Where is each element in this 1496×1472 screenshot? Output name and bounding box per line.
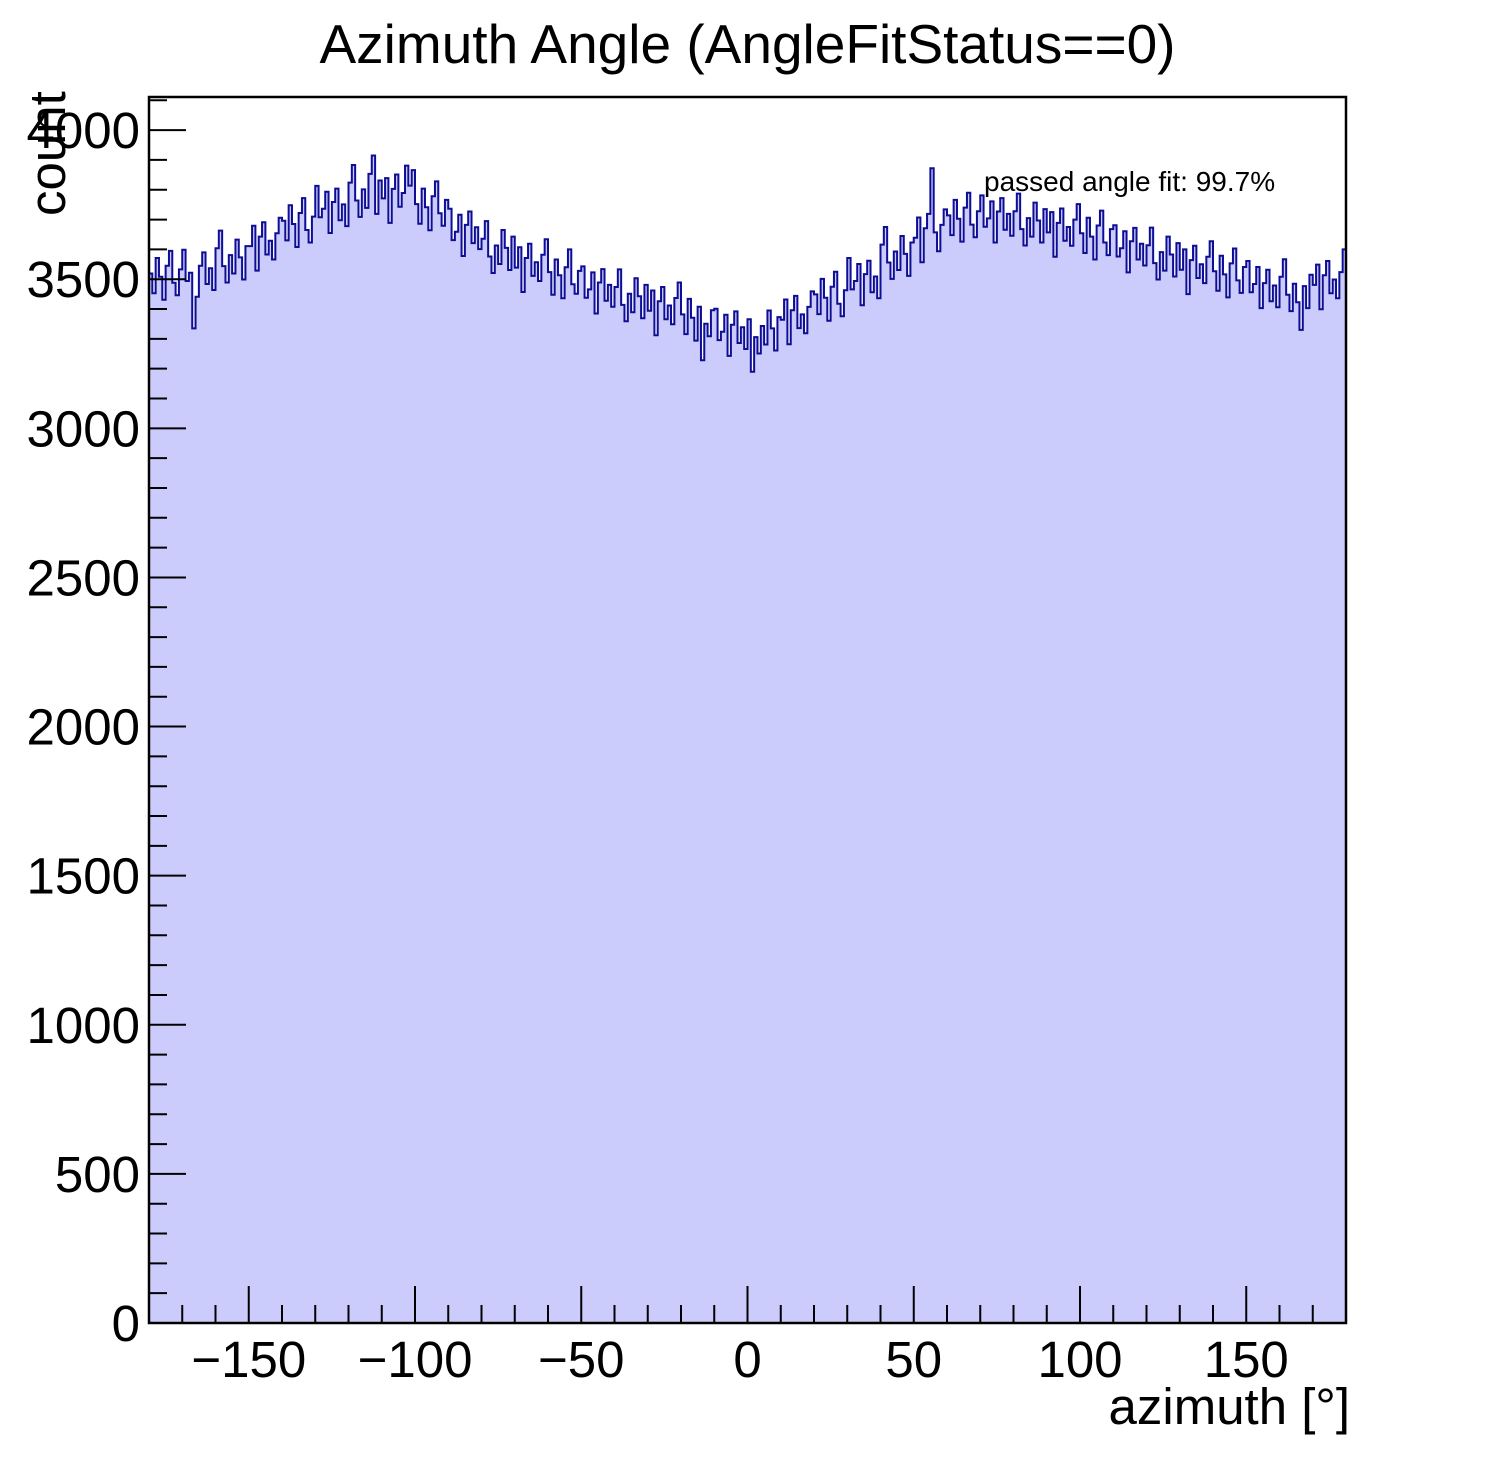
- y-tick-label: 2000: [27, 699, 140, 756]
- plot-frame: [147, 95, 1348, 1325]
- x-tick-label: 0: [733, 1331, 761, 1388]
- y-tick-label: 1000: [27, 997, 140, 1054]
- y-tick-label: 500: [55, 1146, 140, 1203]
- x-tick-label: 100: [1037, 1331, 1122, 1388]
- x-tick-label: −50: [538, 1331, 625, 1388]
- x-axis-title: azimuth [°]: [1108, 1378, 1350, 1435]
- y-tick-label: 1500: [27, 848, 140, 905]
- y-axis-title: count: [19, 91, 76, 216]
- axis-ticks: [149, 99, 1314, 1324]
- tick-labels: −150 −100 −50 0 50 100 15005001000150020002500…: [27, 102, 1289, 1388]
- x-tick-label: 150: [1204, 1331, 1289, 1388]
- y-tick-label: 3000: [27, 400, 140, 457]
- y-tick-label: 3500: [27, 251, 140, 308]
- y-tick-label: 0: [112, 1295, 140, 1352]
- y-tick-label: 2500: [27, 549, 140, 606]
- histogram-series: [148, 154, 1347, 1324]
- chart-title: Azimuth Angle (AngleFitStatus==0): [319, 13, 1176, 75]
- passed-angle-fit-annotation: passed angle fit: 99.7%: [984, 166, 1276, 197]
- x-tick-label: 50: [885, 1331, 942, 1388]
- x-tick-label: −150: [191, 1331, 306, 1388]
- y-tick-label: 4000: [27, 102, 140, 159]
- x-tick-label: −100: [358, 1331, 473, 1388]
